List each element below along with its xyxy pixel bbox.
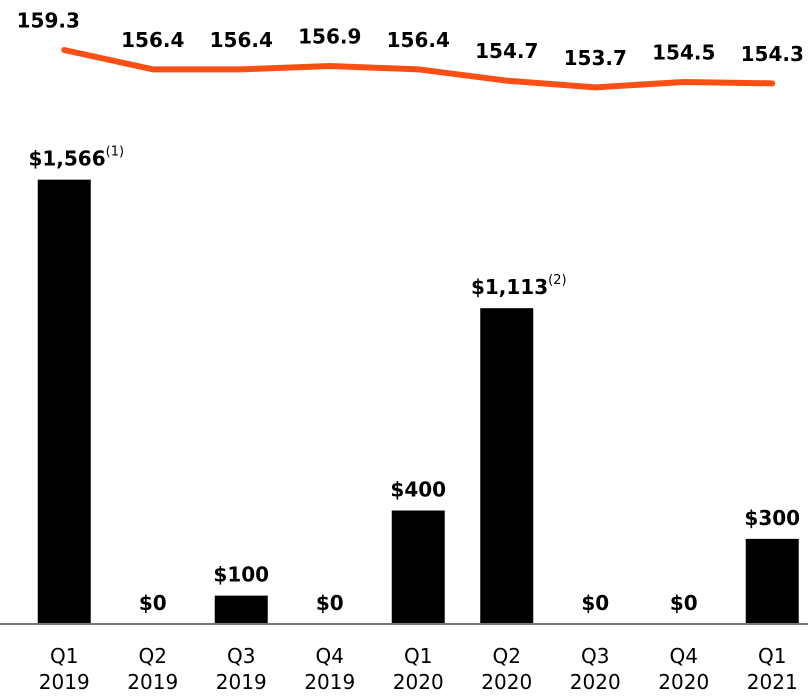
bar [37, 179, 91, 624]
bar-value-label: $0 [316, 591, 344, 615]
x-tick-label-line: Q3 [227, 644, 255, 668]
bar-value-label-text: $100 [213, 562, 269, 586]
x-tick-label-line: 2019 [304, 670, 355, 694]
line-value-label: 154.5 [652, 41, 715, 65]
x-tick-label-line: Q2 [493, 644, 521, 668]
line [61, 47, 776, 91]
x-tick-label-line: Q2 [139, 644, 167, 668]
bar [391, 510, 445, 624]
x-tick-label: Q2 2020 [481, 644, 532, 694]
x-tick-label-line: 2020 [658, 670, 709, 694]
line-value-label: 156.9 [298, 25, 361, 49]
x-tick-label: Q2 2019 [127, 644, 178, 694]
bar [214, 595, 268, 624]
bar-value-label-text: $0 [316, 591, 344, 615]
footnote-marker: (1) [106, 144, 124, 159]
bar-value-label: $1,113(2) [471, 273, 567, 299]
x-tick-label-line: Q3 [581, 644, 609, 668]
x-tick-label-line: Q1 [404, 644, 432, 668]
bar-value-label: $0 [670, 591, 698, 615]
x-tick-label: Q1 2019 [39, 644, 90, 694]
x-tick-label-line: Q4 [316, 644, 344, 668]
x-tick-label: Q4 2020 [658, 644, 709, 694]
bar [480, 308, 534, 624]
x-tick-label-line: 2020 [393, 670, 444, 694]
bar-value-label: $300 [744, 505, 800, 529]
x-tick-label-line: 2019 [39, 670, 90, 694]
line-value-label: 159.3 [17, 9, 80, 33]
bar [745, 538, 799, 624]
x-tick-label: Q3 2019 [216, 644, 267, 694]
line-value-label: 156.4 [121, 28, 184, 52]
x-tick-label-line: Q1 [758, 644, 786, 668]
footnote-marker: (2) [548, 273, 566, 288]
bar-value-label: $400 [390, 477, 446, 501]
line-value-label: 154.7 [475, 39, 538, 63]
x-tick-label-line: 2019 [127, 670, 178, 694]
line-value-label: 156.4 [210, 28, 273, 52]
x-tick-label-line: 2020 [481, 670, 532, 694]
bar-value-label: $0 [139, 591, 167, 615]
bar-value-label: $1,566(1) [28, 144, 124, 170]
x-tick-label: Q1 2021 [747, 644, 798, 694]
bar-value-label-text: $0 [581, 591, 609, 615]
x-tick-label-line: 2020 [570, 670, 621, 694]
bar-value-label: $100 [213, 562, 269, 586]
line-value-label: 153.7 [564, 46, 627, 70]
x-tick-label: Q4 2019 [304, 644, 355, 694]
bar-value-label: $0 [581, 591, 609, 615]
bar-value-label-text: $1,113 [471, 275, 548, 299]
bar-value-label-text: $400 [390, 477, 446, 501]
bar-value-label-text: $1,566 [28, 146, 105, 170]
line-value-label: 156.4 [387, 28, 450, 52]
bar-value-label-text: $300 [744, 505, 800, 529]
x-tick-label-line: 2021 [747, 670, 798, 694]
bar-value-label-text: $0 [139, 591, 167, 615]
x-tick-label-line: Q1 [50, 644, 78, 668]
x-tick-label-line: 2019 [216, 670, 267, 694]
x-tick-label: Q1 2020 [393, 644, 444, 694]
bar-value-label-text: $0 [670, 591, 698, 615]
x-tick-label-line: Q4 [670, 644, 698, 668]
line-value-label: 154.3 [741, 42, 804, 66]
x-tick-label: Q3 2020 [570, 644, 621, 694]
